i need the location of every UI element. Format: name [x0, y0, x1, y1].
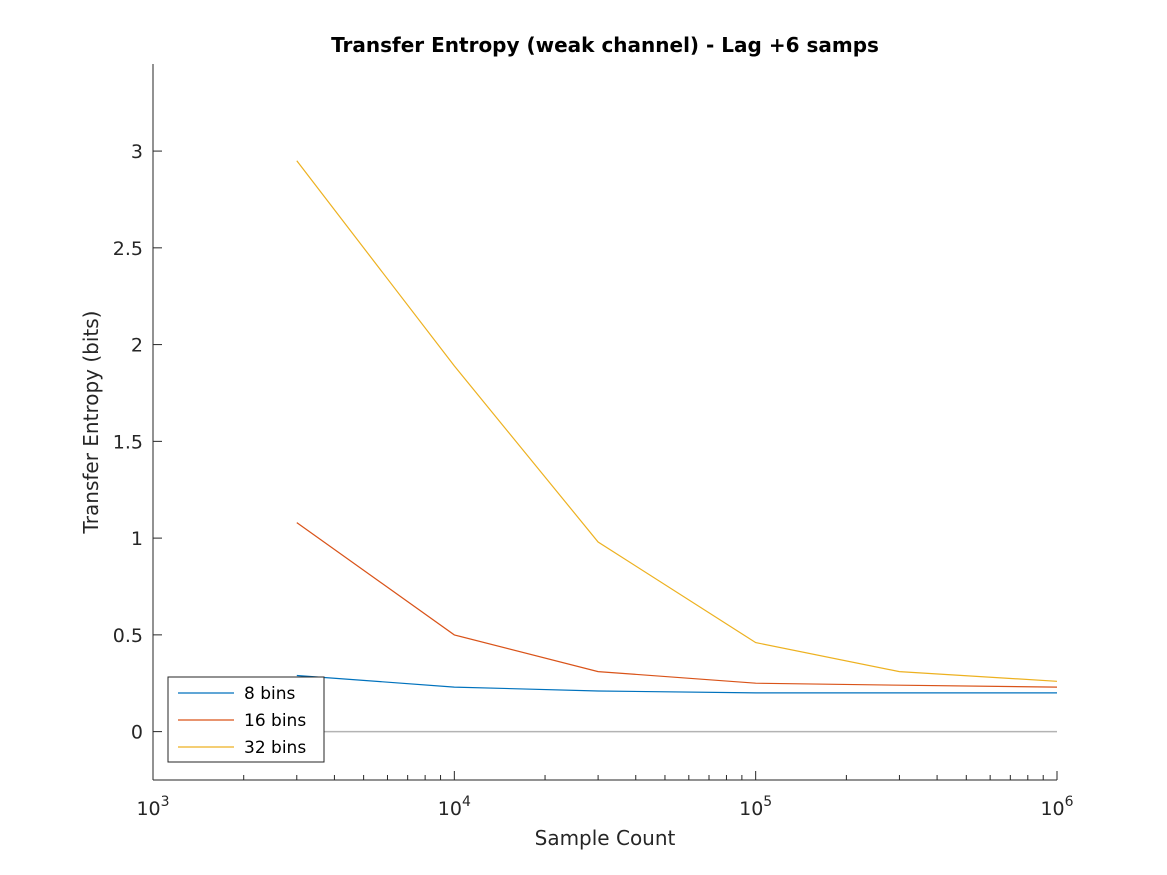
legend-label: 8 bins — [244, 684, 296, 704]
series-line-1 — [296, 674, 1057, 694]
x-tick-label: 106 — [1040, 794, 1073, 820]
y-tick-label: 2 — [131, 335, 143, 357]
series-line-2 — [296, 522, 1058, 688]
legend-label: 16 bins — [244, 711, 306, 731]
y-tick-label: 0.5 — [113, 625, 143, 647]
y-tick-label: 2.5 — [113, 238, 143, 260]
y-axis-label: Transfer Entropy (bits) — [79, 311, 103, 535]
y-tick-label: 1 — [131, 528, 143, 550]
x-axis-label: Sample Count — [535, 826, 676, 850]
series-lines — [296, 160, 1058, 694]
legend-label: 32 bins — [244, 738, 306, 758]
x-tick-label: 104 — [438, 794, 471, 820]
y-tick-label: 0 — [131, 722, 143, 744]
axis-ticks: 0 0.5 1 1.5 2 2.5 3 103 104 105 106 — [113, 141, 1074, 820]
y-tick-label: 3 — [131, 141, 143, 163]
series-line-3 — [296, 160, 1058, 682]
x-tick-label: 105 — [739, 794, 772, 820]
x-tick-label: 103 — [136, 794, 169, 820]
chart-title: Transfer Entropy (weak channel) - Lag +6… — [331, 33, 879, 57]
legend: 8 bins 16 bins 32 bins — [167, 676, 325, 763]
y-tick-label: 1.5 — [113, 431, 143, 453]
